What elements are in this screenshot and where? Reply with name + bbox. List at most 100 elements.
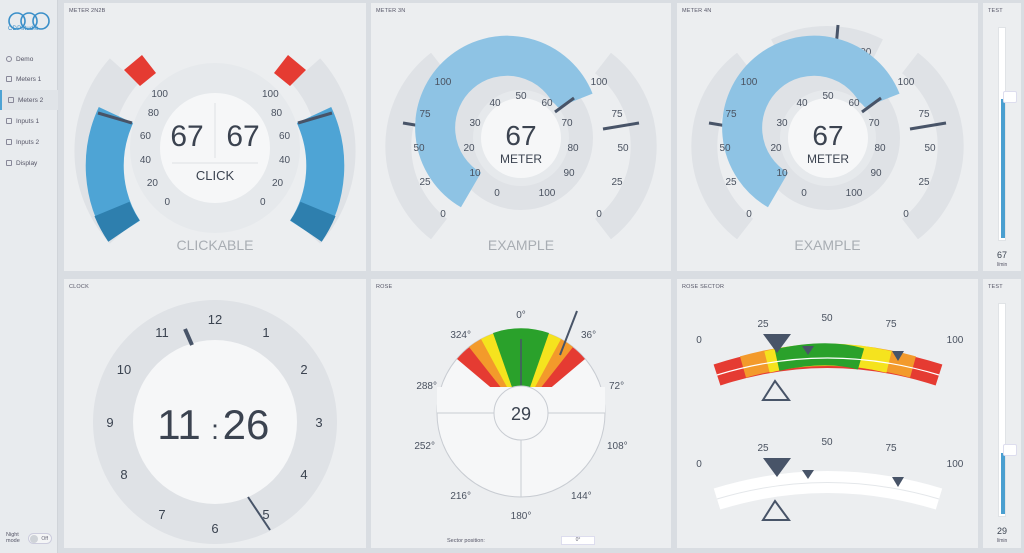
inner-tick: 10 (469, 168, 481, 179)
rose-angle: 0° (516, 310, 526, 321)
rose-angle: 108° (607, 441, 628, 452)
gauge-caption: EXAMPLE (794, 237, 861, 253)
pointer-small (892, 477, 904, 487)
click-label[interactable]: CLICK (196, 168, 235, 183)
logo-text: CDPstudio (8, 26, 39, 32)
right-needle (909, 121, 947, 131)
sidebar-item-label: Meters 2 (18, 96, 44, 104)
level-bar-track[interactable] (998, 303, 1006, 517)
level-bar-fill (1001, 453, 1005, 514)
rose-panel: ROSE 29 0° 36° 72° 108° 144° 180° 216° 2… (371, 279, 671, 548)
inner-tick: 20 (770, 143, 782, 154)
panel-title: ROSE (376, 284, 393, 290)
inner-tick: 40 (489, 98, 501, 109)
inner-tick: 90 (563, 168, 575, 179)
test-unit: l/min (996, 262, 1008, 268)
left-high-alarm (124, 55, 156, 86)
right-needle (297, 111, 333, 125)
sector-band-divider (716, 357, 940, 376)
left-tick: 100 (741, 77, 758, 88)
test-panel-top: TEST 67 l/min (983, 3, 1021, 271)
sector-tick: 75 (885, 443, 897, 454)
right-needle (602, 121, 640, 131)
clock-hours: 11 (157, 401, 201, 448)
inner-tick: 60 (848, 98, 860, 109)
right-tick: 100 (262, 89, 279, 100)
level-bar-fill (1001, 99, 1005, 238)
cdpstudio-logo (8, 12, 50, 30)
dial-number: 5 (262, 507, 269, 522)
right-tick: 100 (898, 77, 915, 88)
inner-tick: 30 (469, 118, 481, 129)
gauge-caption: CLICKABLE (176, 237, 254, 253)
rose-angle: 324° (450, 330, 471, 341)
test-panel-bottom: TEST 29 l/min (983, 279, 1021, 548)
inner-tick: 0 (801, 188, 807, 199)
left-tick: 100 (151, 89, 168, 100)
setpoint-marker (761, 499, 791, 521)
right-tick: 50 (924, 143, 936, 154)
pointer-small (892, 351, 904, 361)
night-mode-toggle[interactable]: Off (28, 533, 52, 544)
inner-tick: 100 (846, 188, 863, 199)
meter-2n2b-gauge[interactable]: 67 67 CLICK 100 80 60 40 20 0 100 80 60 … (64, 3, 366, 271)
right-tick: 75 (918, 109, 930, 120)
center-disc (788, 98, 868, 178)
pointer-small (802, 470, 814, 479)
inner-tick: 0 (494, 188, 500, 199)
pointer-main (763, 458, 791, 477)
level-slider-handle[interactable] (1003, 91, 1017, 103)
inner-tick: 30 (776, 118, 788, 129)
setpoint-marker (761, 379, 791, 401)
sidebar-item-label: Inputs 1 (16, 117, 40, 125)
left-tick: 0 (164, 197, 170, 208)
clock-minutes: 26 (223, 401, 270, 448)
inner-tick: 80 (567, 143, 579, 154)
left-tick: 0 (746, 209, 752, 220)
sidebar-item-display[interactable]: Display (0, 153, 58, 173)
sidebar-item-inputs-1[interactable]: Inputs 1 (0, 111, 58, 131)
sidebar-item-demo[interactable]: Demo (0, 49, 58, 69)
clock-separator: : (211, 414, 219, 445)
sidebar-item-inputs-2[interactable]: Inputs 2 (0, 132, 58, 152)
dial-number: 8 (120, 467, 127, 482)
sector-tick: 75 (885, 319, 897, 330)
panel-title: METER 2N2B (69, 8, 106, 14)
rose-angle: 36° (581, 330, 596, 341)
right-tick: 100 (591, 77, 608, 88)
test-value: 29 (996, 526, 1007, 536)
left-tick: 25 (419, 177, 431, 188)
inner-tick: 50 (822, 91, 834, 102)
right-tick: 0 (903, 209, 909, 220)
edit-icon (6, 139, 12, 145)
sector-tick: 100 (947, 459, 964, 470)
sidebar-item-meters-2[interactable]: Meters 2 (0, 90, 58, 110)
meter-4n-panel: METER 4N 0 50 100 67 METER 0 10 20 30 40… (677, 3, 978, 271)
rose-needle (559, 310, 578, 356)
left-tick: 80 (148, 108, 160, 119)
dial-number: 7 (158, 507, 165, 522)
sidebar-item-meters-1[interactable]: Meters 1 (0, 69, 58, 89)
panel-title: METER 4N (682, 8, 712, 14)
inner-tick: 10 (776, 168, 788, 179)
inner-tick: 100 (539, 188, 556, 199)
left-scale-track (691, 52, 754, 240)
sector-band-green (774, 343, 865, 371)
sector-position-input[interactable]: 0° (561, 536, 595, 545)
level-slider-handle[interactable] (1003, 444, 1017, 456)
left-tick: 20 (147, 178, 159, 189)
left-tick: 50 (719, 143, 731, 154)
right-tick: 25 (918, 177, 930, 188)
sector-tick: 25 (757, 443, 769, 454)
level-bar-track[interactable] (998, 27, 1006, 241)
value-arc (415, 35, 593, 208)
dial-number: 12 (208, 312, 222, 327)
right-tick: 40 (279, 155, 291, 166)
left-scale-track (385, 52, 448, 240)
edit-icon (6, 118, 12, 124)
left-tick: 0 (440, 209, 446, 220)
dial-number: 11 (155, 325, 169, 340)
clock-face: 12 1 2 3 4 5 6 7 8 9 10 11 11 : 26 (93, 300, 337, 544)
inner-tick: 50 (515, 91, 527, 102)
main-needle (554, 96, 575, 114)
